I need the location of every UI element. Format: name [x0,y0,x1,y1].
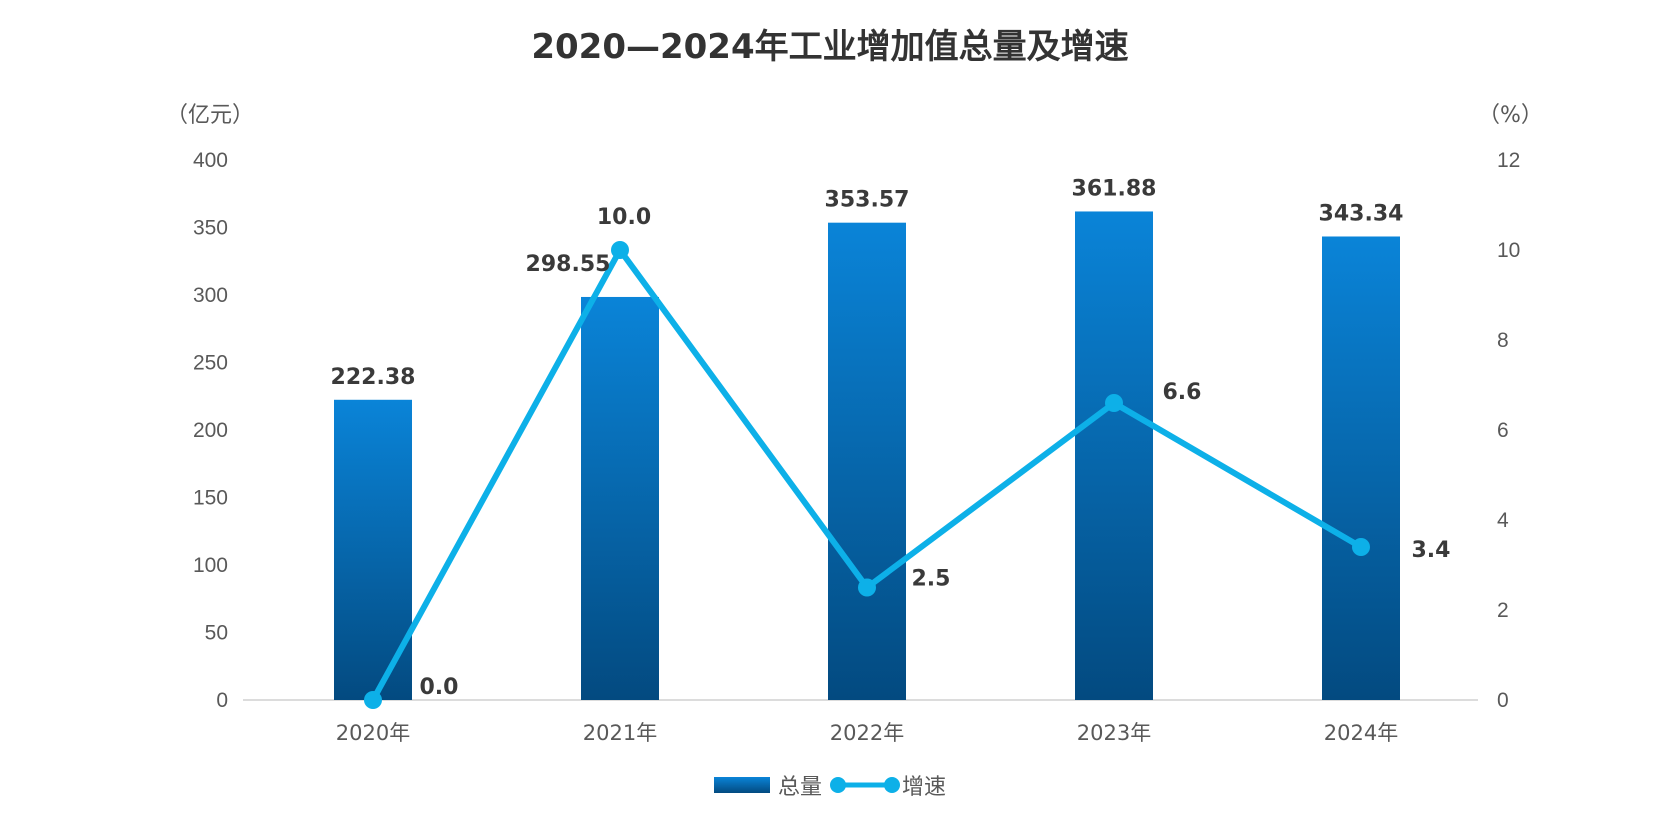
x-axis-ticks: 2020年 2021年 2022年 2023年 2024年 [336,721,1398,745]
left-tick-label: 400 [193,149,228,172]
right-axis-ticks: 0 2 4 6 8 10 12 [1497,149,1520,712]
line-point [1105,394,1123,412]
x-tick-label: 2020年 [336,721,410,745]
line-value-label: 10.0 [597,205,651,230]
bar-value-label: 361.88 [1072,176,1157,201]
chart-title: 2020—2024年工业增加值总量及增速 [531,27,1128,67]
right-tick-label: 4 [1497,509,1509,532]
x-tick-label: 2021年 [583,721,657,745]
line-point [858,578,876,597]
bar-value-label: 298.55 [526,252,611,277]
left-axis-ticks: 0 50 100 150 200 250 300 350 400 [193,149,228,712]
line-value-label: 2.5 [912,567,951,592]
left-tick-label: 350 [193,217,228,240]
left-axis-unit: （亿元） [166,103,254,128]
line-value-label: 0.0 [420,675,459,700]
right-tick-label: 10 [1497,239,1520,262]
right-tick-label: 12 [1497,149,1520,172]
left-tick-label: 250 [193,352,228,375]
line-point [1352,538,1370,556]
line-value-label: 6.6 [1163,380,1202,405]
x-tick-label: 2023年 [1077,721,1151,745]
right-tick-label: 6 [1497,419,1509,442]
right-tick-label: 2 [1497,599,1509,622]
x-tick-label: 2024年 [1324,721,1398,745]
left-tick-label: 150 [193,487,228,510]
legend-line-marker-right [884,777,900,793]
legend-line-marker-left [830,777,846,793]
left-tick-label: 50 [205,622,228,645]
line-point [364,691,382,709]
left-tick-label: 200 [193,419,228,442]
line-value-label: 3.4 [1412,538,1451,563]
bar-value-label: 343.34 [1319,201,1404,226]
legend-bar-swatch [714,777,770,793]
bar [1322,236,1400,700]
bar-value-label: 222.38 [331,365,416,390]
bar-series [334,211,1400,701]
line-point [611,241,629,259]
bar [1075,211,1153,700]
legend: 总量 增速 [714,775,946,800]
right-tick-label: 8 [1497,329,1509,352]
left-tick-label: 100 [193,554,228,577]
bar-value-label: 353.57 [825,188,910,213]
x-tick-label: 2022年 [830,721,904,745]
bar [828,222,906,701]
line-series: 222.38 298.55 353.57 361.88 343.34 0.0 10.0 2.5… [331,176,1451,709]
right-axis-unit: （%） [1478,103,1543,128]
bar [581,296,659,700]
left-tick-label: 0 [216,689,228,712]
legend-bar-label: 总量 [778,775,822,800]
right-tick-label: 0 [1497,689,1509,712]
left-tick-label: 300 [193,284,228,307]
legend-line-label: 增速 [902,775,946,800]
